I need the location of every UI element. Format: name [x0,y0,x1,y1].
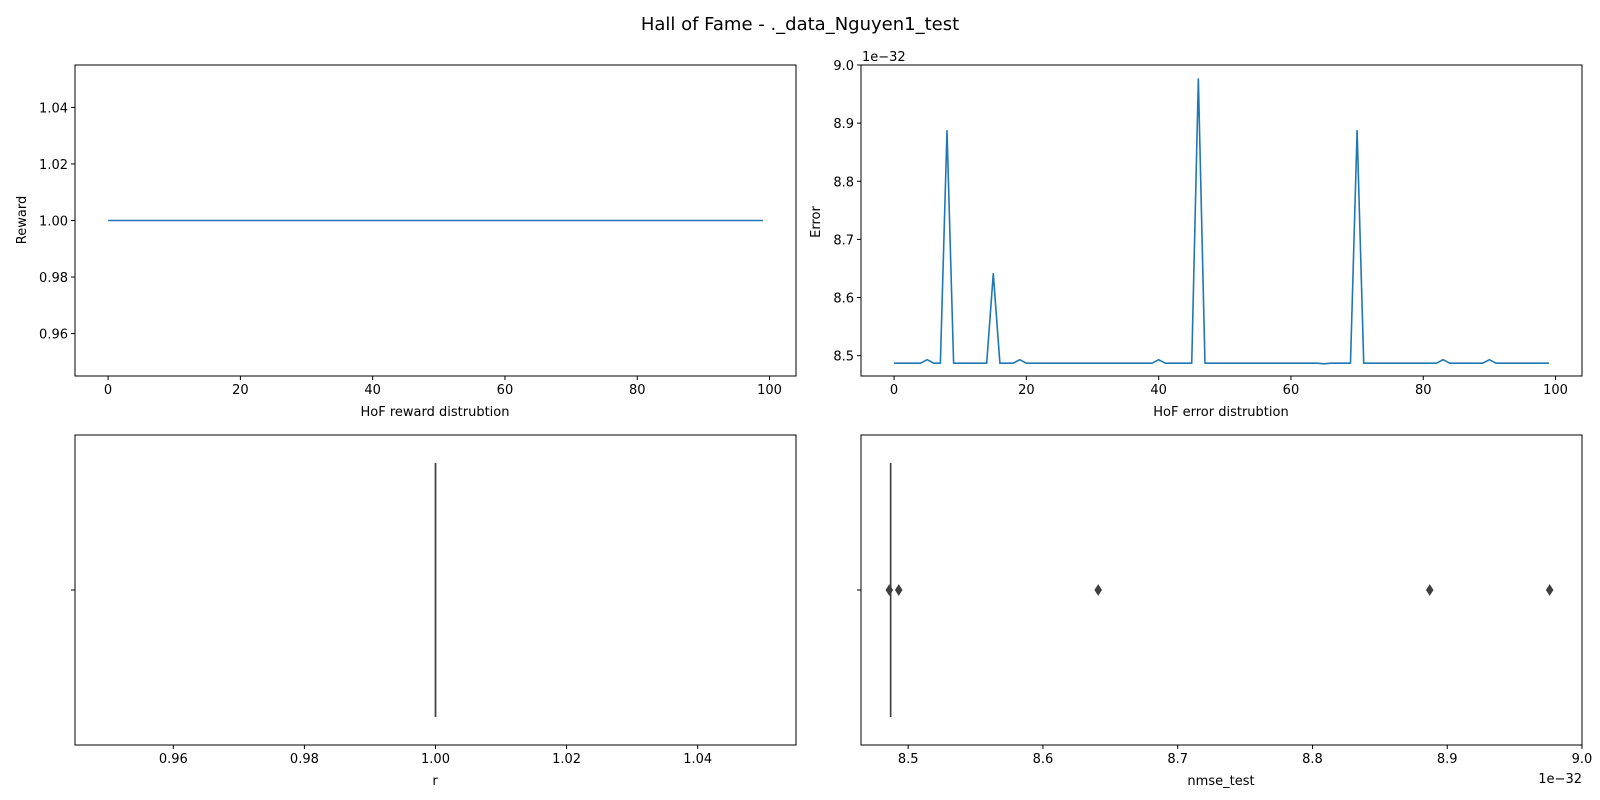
x-tick-label: 60 [497,383,514,398]
nmse-x-axis: 8.5 8.6 8.7 8.8 8.9 9.0 [898,745,1593,767]
x-tick-label: 0 [104,383,112,398]
r-x-label: r [432,774,438,789]
y-tick-label: 8.7 [833,233,854,248]
x-tick-label: 0 [890,383,898,398]
error-y-axis: 8.5 8.6 8.7 8.8 8.9 9.0 [833,59,861,365]
error-x-axis: 0 20 40 60 80 100 [890,376,1568,398]
y-tick-label: 8.8 [833,175,854,190]
x-tick-label: 40 [1150,383,1167,398]
y-tick-label: 1.04 [39,101,68,116]
outlier-point [1545,584,1554,596]
nmse-x-label: nmse_test [1187,774,1254,789]
reward-x-label: HoF reward distrubtion [361,405,510,420]
r-boxplot-panel: 0.96 0.98 1.00 1.02 1.04 r [71,434,797,789]
y-tick-label: 0.96 [39,328,68,343]
reward-line-panel: 0 20 40 60 80 100 0.96 0.98 1.00 1.02 1.04 HoF re… [15,64,797,420]
x-tick-label: 20 [232,383,249,398]
x-tick-label: 40 [364,383,381,398]
y-tick-label: 1.00 [39,215,68,230]
x-tick-label: 8.8 [1302,752,1323,767]
reward-x-axis: 0 20 40 60 80 100 [104,376,782,398]
y-tick-label: 8.6 [833,292,854,307]
x-tick-label: 8.7 [1167,752,1188,767]
error-series [894,78,1549,365]
x-tick-label: 100 [1543,383,1568,398]
series-line [894,78,1549,365]
outlier-point [885,584,894,596]
x-tick-label: 8.6 [1033,752,1054,767]
r-x-axis: 0.96 0.98 1.00 1.02 1.04 [159,745,712,767]
nmse-box-marks [885,463,1554,717]
error-offset-label: 1e−32 [862,50,906,65]
x-tick-label: 1.04 [683,752,712,767]
error-y-label: Error [809,206,824,238]
nmse-boxplot-panel: 8.5 8.6 8.7 8.8 8.9 9.0 nmse_test 1e−32 [857,434,1593,789]
y-tick-label: 0.98 [39,271,68,286]
x-tick-label: 0.96 [159,752,188,767]
x-tick-label: 80 [629,383,646,398]
x-tick-label: 8.5 [898,752,919,767]
x-tick-label: 1.02 [552,752,581,767]
x-tick-label: 1.00 [421,752,450,767]
nmse-plot-frame [860,434,1583,746]
x-tick-label: 60 [1283,383,1300,398]
x-tick-label: 8.9 [1437,752,1458,767]
x-tick-label: 80 [1415,383,1432,398]
outlier-point [894,584,903,596]
x-tick-label: 100 [757,383,782,398]
error-line-panel: 0 20 40 60 80 100 8.5 8.6 8.7 8.8 8.9 9.0 1e−32 Ho… [809,50,1583,420]
error-x-label: HoF error distrubtion [1153,405,1288,420]
x-tick-label: 20 [1018,383,1035,398]
nmse-offset-label: 1e−32 [1538,772,1582,787]
reward-y-axis: 0.96 0.98 1.00 1.02 1.04 [39,101,75,343]
reward-y-label: Reward [15,196,30,244]
figure-title: Hall of Fame - ._data_Nguyen1_test [641,14,959,35]
error-plot-frame [860,64,1583,377]
outlier-point [1094,584,1102,596]
y-tick-label: 1.02 [39,158,68,173]
outlier-point [1425,584,1434,596]
y-tick-label: 8.5 [833,350,854,365]
x-tick-label: 0.98 [290,752,319,767]
y-tick-label: 8.9 [833,117,854,132]
x-tick-label: 9.0 [1572,752,1593,767]
y-tick-label: 9.0 [833,59,854,74]
